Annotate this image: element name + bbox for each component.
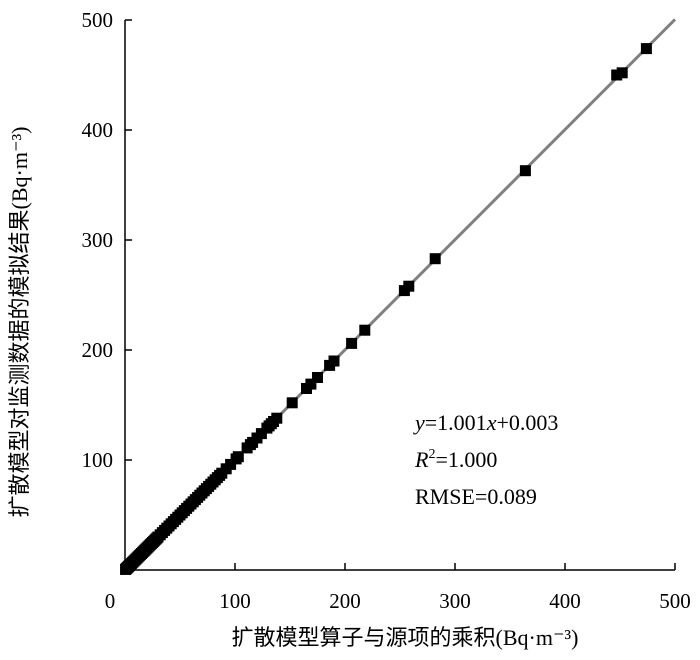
x-tick-label: 0	[105, 589, 116, 613]
data-point	[305, 378, 317, 390]
x-tick-label: 300	[439, 589, 471, 613]
equation-annotation: y=1.001x+0.003	[413, 410, 558, 435]
data-point	[346, 337, 358, 349]
data-point	[519, 165, 531, 177]
r-squared-annotation: R2=1.000	[414, 447, 497, 472]
x-tick-label: 400	[549, 589, 581, 613]
x-tick-label: 100	[219, 589, 251, 613]
data-point	[640, 43, 652, 55]
x-tick-label: 500	[659, 589, 691, 613]
y-tick-label: 100	[82, 448, 114, 472]
data-point	[359, 324, 371, 336]
y-tick-label: 300	[82, 228, 114, 252]
y-tick-label: 400	[82, 118, 114, 142]
data-point	[328, 355, 340, 367]
data-point	[312, 372, 323, 383]
rmse-annotation: RMSE=0.089	[415, 484, 537, 509]
data-point	[429, 253, 441, 265]
data-point	[232, 451, 244, 463]
y-axis-ticks: 100 200 300 400 500	[82, 8, 132, 472]
y-axis-label: 扩散模型对监测数据的模拟结果(Bq·m⁻³)	[7, 127, 32, 518]
x-axis-ticks: 0 100 200 300 400 500	[105, 563, 691, 613]
data-points	[120, 43, 652, 575]
x-tick-label: 200	[329, 589, 361, 613]
x-axis-label: 扩散模型算子与源项的乘积(Bq·m⁻³)	[232, 625, 579, 650]
data-point	[286, 397, 298, 409]
data-point	[271, 412, 283, 424]
y-tick-label: 500	[82, 8, 114, 32]
data-point	[403, 280, 415, 292]
y-tick-label: 200	[82, 338, 114, 362]
data-point	[616, 67, 628, 79]
